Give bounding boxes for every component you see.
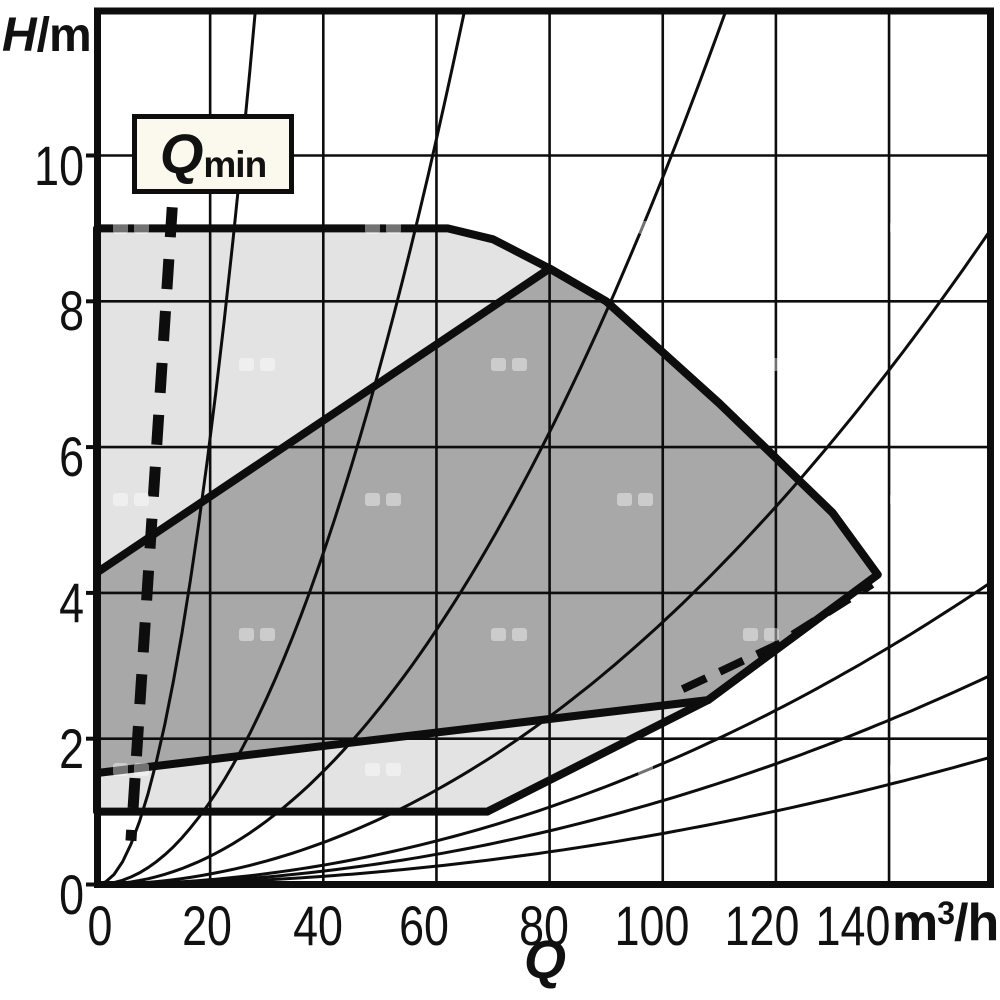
watermark-icon — [617, 763, 632, 776]
watermark-icon — [134, 493, 149, 506]
watermark-icon — [134, 763, 149, 776]
y-axis-variable: H — [2, 9, 37, 62]
watermark-icon — [365, 493, 380, 506]
watermark-icon — [365, 221, 380, 234]
y-tick-label: 2 — [59, 716, 84, 780]
watermark-icon — [386, 493, 401, 506]
watermark-icon — [869, 493, 884, 506]
y-axis-title: H/m — [2, 8, 92, 63]
watermark-icon — [491, 358, 506, 371]
watermark-icon — [113, 493, 128, 506]
y-tick-label: 10 — [34, 133, 84, 197]
system-curve — [96, 10, 257, 886]
x-tick-label: 0 — [87, 894, 113, 957]
watermark-icon — [512, 358, 527, 371]
watermark-icon — [890, 493, 905, 506]
y-tick-label: 8 — [59, 279, 84, 343]
watermark-icon — [743, 358, 758, 371]
watermark-icon — [617, 493, 632, 506]
qmin-dashed-line — [125, 206, 178, 842]
watermark-icon — [386, 763, 401, 776]
watermark-icon — [890, 221, 905, 234]
watermark-icon — [113, 221, 128, 234]
system-curve — [97, 583, 989, 886]
watermark-icon — [260, 358, 275, 371]
x-axis-unit: m3/h — [892, 893, 999, 953]
x-tick-label: 100 — [614, 894, 690, 957]
watermark-icon — [638, 763, 653, 776]
inner-operating-region — [97, 268, 878, 773]
x-tick-label: 80 — [518, 894, 569, 957]
qmin-symbol: Q — [159, 122, 204, 185]
qmin-subscript: min — [203, 143, 267, 185]
watermark-icon — [134, 221, 149, 234]
watermark-icon — [491, 628, 506, 641]
x-tick-label: 40 — [293, 894, 344, 957]
watermark-icon — [764, 358, 779, 371]
x-unit-base: m — [892, 894, 938, 952]
x-unit-rest: /h — [954, 894, 999, 952]
x-tick-label: 140 — [815, 894, 891, 957]
y-axis-separator: / — [36, 9, 50, 62]
y-axis-unit: m — [49, 9, 92, 62]
watermark-icon — [365, 763, 380, 776]
watermark-icon — [638, 221, 653, 234]
watermark-icon — [743, 628, 758, 641]
watermark-icon — [113, 763, 128, 776]
watermark-icon — [764, 628, 779, 641]
watermark-icon — [890, 763, 905, 776]
watermark-icon — [617, 221, 632, 234]
system-curve — [96, 10, 728, 886]
watermark-icon — [239, 628, 254, 641]
plot-border — [94, 7, 994, 888]
x-unit-exponent: 3 — [937, 895, 955, 931]
x-tick-label: 120 — [724, 894, 800, 957]
y-tick-label: 0 — [59, 862, 84, 926]
watermark-icon — [386, 221, 401, 234]
system-curve — [96, 10, 466, 886]
watermark-icon — [869, 763, 884, 776]
watermark-icon — [638, 493, 653, 506]
y-tick-label: 4 — [59, 570, 84, 634]
watermark-icon — [260, 628, 275, 641]
watermark-icon — [512, 628, 527, 641]
watermark-icon — [869, 221, 884, 234]
boundary-dashed-line — [680, 580, 875, 693]
inner-region-outline — [93, 264, 882, 777]
x-tick-label: 60 — [399, 894, 450, 957]
watermark-icon — [239, 358, 254, 371]
system-curve — [97, 675, 989, 886]
y-tick-label: 6 — [59, 425, 84, 489]
x-tick-label: 20 — [182, 894, 233, 957]
x-axis-title: Q — [524, 930, 567, 990]
